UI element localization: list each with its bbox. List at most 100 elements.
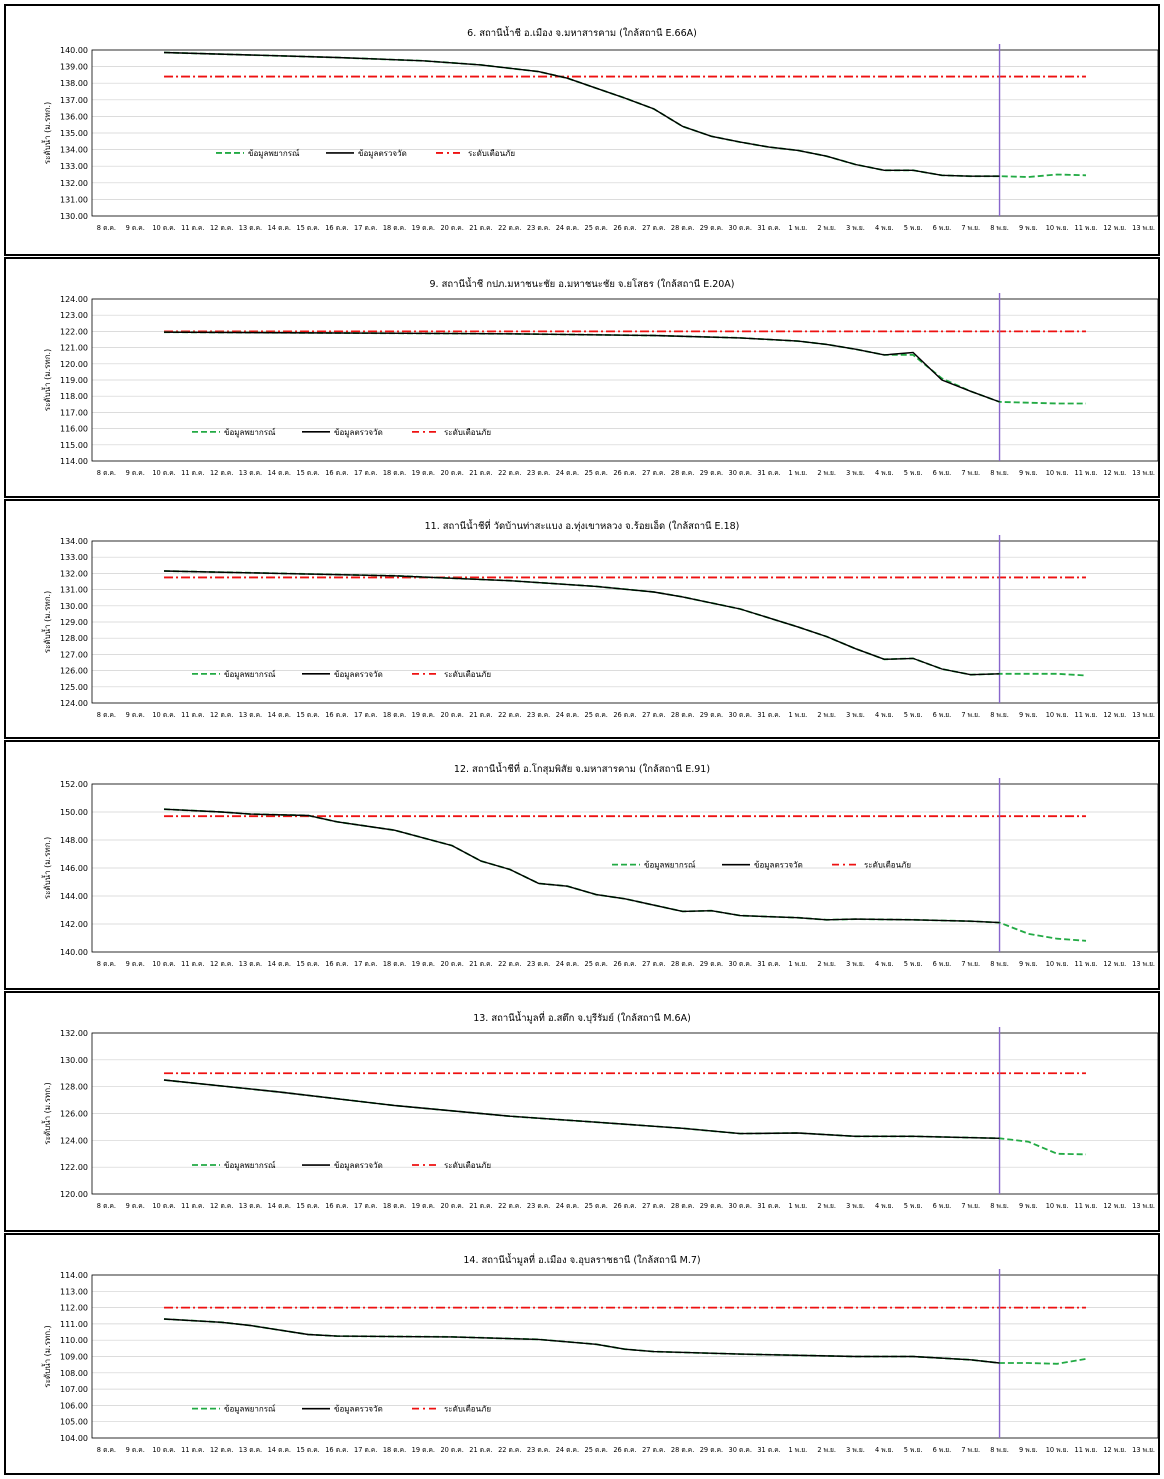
y-axis-label: ระดับน้ำ (ม.รทก.) (41, 1082, 52, 1144)
x-tick-label: 15 ต.ค. (296, 1446, 319, 1454)
x-tick-label: 29 ต.ค. (700, 960, 723, 968)
x-tick-label: 13 ต.ค. (239, 224, 262, 232)
x-tick-label: 1 พ.ย. (789, 224, 808, 232)
y-tick-label: 123.00 (60, 311, 88, 320)
x-tick-label: 10 พ.ย. (1046, 960, 1069, 968)
y-tick-label: 122.00 (60, 1163, 88, 1172)
x-tick-label: 13 ต.ค. (239, 1202, 262, 1210)
x-tick-label: 22 ต.ค. (498, 711, 521, 719)
y-tick-label: 116.00 (60, 425, 88, 434)
x-tick-label: 7 พ.ย. (961, 1202, 980, 1210)
x-tick-label: 9 ต.ค. (126, 711, 145, 719)
x-tick-label: 5 พ.ย. (904, 469, 923, 477)
y-axis-label: ระดับน้ำ (ม.รทก.) (41, 591, 52, 653)
legend-label-warning: ระดับเตือนภัย (444, 1161, 491, 1170)
x-tick-label: 6 พ.ย. (933, 960, 952, 968)
x-tick-label: 28 ต.ค. (671, 224, 694, 232)
x-tick-label: 17 ต.ค. (354, 224, 377, 232)
legend-label-warning: ระดับเตือนภัย (468, 149, 515, 158)
legend-label-observed: ข้อมูลตรวจวัด (334, 428, 383, 438)
x-tick-label: 24 ต.ค. (556, 469, 579, 477)
x-tick-label: 12 พ.ย. (1103, 1446, 1126, 1454)
x-tick-label: 3 พ.ย. (846, 711, 865, 719)
observed-series-line (163, 331, 1000, 403)
chart-title: 9. สถานีน้ำชี กปภ.มหาชนะชัย อ.มหาชนะชัย … (429, 279, 735, 290)
y-tick-label: 136.00 (60, 112, 88, 121)
x-tick-label: 6 พ.ย. (933, 224, 952, 232)
x-tick-label: 18 ต.ค. (383, 1202, 406, 1210)
y-tick-label: 130.00 (60, 1056, 88, 1065)
x-tick-label: 22 ต.ค. (498, 1446, 521, 1454)
x-tick-label: 21 ต.ค. (469, 224, 492, 232)
x-tick-label: 2 พ.ย. (817, 469, 836, 477)
y-tick-label: 111.00 (60, 1320, 88, 1329)
x-tick-label: 12 พ.ย. (1103, 1202, 1126, 1210)
x-tick-label: 9 พ.ย. (1019, 224, 1038, 232)
x-tick-label: 6 พ.ย. (933, 469, 952, 477)
y-tick-label: 118.00 (60, 392, 88, 401)
x-tick-label: 29 ต.ค. (700, 224, 723, 232)
x-tick-label: 9 ต.ค. (126, 960, 145, 968)
x-tick-label: 11 ต.ค. (181, 711, 204, 719)
x-tick-label: 7 พ.ย. (961, 469, 980, 477)
x-tick-label: 1 พ.ย. (789, 1202, 808, 1210)
x-tick-label: 28 ต.ค. (671, 1446, 694, 1454)
x-tick-label: 25 ต.ค. (585, 1202, 608, 1210)
x-tick-label: 15 ต.ค. (296, 1202, 319, 1210)
x-tick-label: 31 ต.ค. (757, 1202, 780, 1210)
x-tick-label: 24 ต.ค. (556, 1446, 579, 1454)
x-tick-label: 30 ต.ค. (729, 224, 752, 232)
x-tick-label: 10 ต.ค. (152, 1202, 175, 1210)
x-tick-label: 11 พ.ย. (1075, 1446, 1098, 1454)
x-tick-label: 31 ต.ค. (757, 224, 780, 232)
chart-5: 120.00 122.00 124.00 126.00 128.00 130.00 132.… (41, 1027, 1158, 1210)
x-tick-label: 26 ต.ค. (613, 1446, 636, 1454)
x-tick-label: 25 ต.ค. (585, 469, 608, 477)
y-tick-label: 114.00 (60, 1271, 88, 1280)
x-tick-label: 8 พ.ย. (990, 1202, 1009, 1210)
y-tick-label: 135.00 (60, 129, 88, 138)
x-tick-label: 1 พ.ย. (789, 1446, 808, 1454)
x-tick-label: 9 พ.ย. (1019, 1202, 1038, 1210)
x-tick-label: 20 ต.ค. (440, 1446, 463, 1454)
plot-area (91, 1032, 1158, 1195)
x-tick-label: 28 ต.ค. (671, 960, 694, 968)
x-tick-label: 2 พ.ย. (817, 711, 836, 719)
x-tick-label: 13 ต.ค. (239, 469, 262, 477)
x-tick-label: 25 ต.ค. (585, 224, 608, 232)
x-tick-label: 8 ต.ค. (97, 1446, 116, 1454)
plot-area (91, 783, 1158, 953)
x-tick-label: 9 พ.ย. (1019, 711, 1038, 719)
x-tick-label: 12 พ.ย. (1103, 711, 1126, 719)
x-tick-label: 16 ต.ค. (325, 1202, 348, 1210)
legend-label-observed: ข้อมูลตรวจวัด (754, 861, 803, 871)
x-tick-label: 27 ต.ค. (642, 960, 665, 968)
observed-series-line (163, 1318, 1000, 1364)
x-tick-label: 8 พ.ย. (990, 224, 1009, 232)
legend-label-warning: ระดับเตือนภัย (444, 428, 491, 437)
y-tick-label: 133.00 (60, 553, 88, 562)
y-tick-label: 120.00 (60, 1190, 88, 1199)
y-tick-label: 133.00 (60, 162, 88, 171)
x-tick-label: 7 พ.ย. (961, 224, 980, 232)
x-tick-label: 6 พ.ย. (933, 1202, 952, 1210)
x-tick-label: 30 ต.ค. (729, 960, 752, 968)
y-tick-label: 131.00 (60, 586, 88, 595)
x-tick-label: 13 พ.ย. (1132, 224, 1155, 232)
x-tick-label: 5 พ.ย. (904, 1446, 923, 1454)
x-tick-label: 13 พ.ย. (1132, 1446, 1155, 1454)
x-tick-label: 13 ต.ค. (239, 711, 262, 719)
x-tick-label: 4 พ.ย. (875, 1202, 894, 1210)
x-tick-label: 23 ต.ค. (527, 960, 550, 968)
x-tick-label: 24 ต.ค. (556, 1202, 579, 1210)
x-tick-label: 8 พ.ย. (990, 469, 1009, 477)
x-tick-label: 31 ต.ค. (757, 469, 780, 477)
y-tick-label: 134.00 (60, 146, 88, 155)
y-tick-label: 130.00 (60, 602, 88, 611)
x-tick-label: 13 พ.ย. (1132, 1202, 1155, 1210)
chart-4: 140.00 142.00 144.00 146.00 148.00 150.00 152.… (41, 778, 1158, 968)
x-tick-label: 3 พ.ย. (846, 1202, 865, 1210)
x-tick-label: 4 พ.ย. (875, 711, 894, 719)
x-tick-label: 21 ต.ค. (469, 469, 492, 477)
x-tick-label: 17 ต.ค. (354, 960, 377, 968)
